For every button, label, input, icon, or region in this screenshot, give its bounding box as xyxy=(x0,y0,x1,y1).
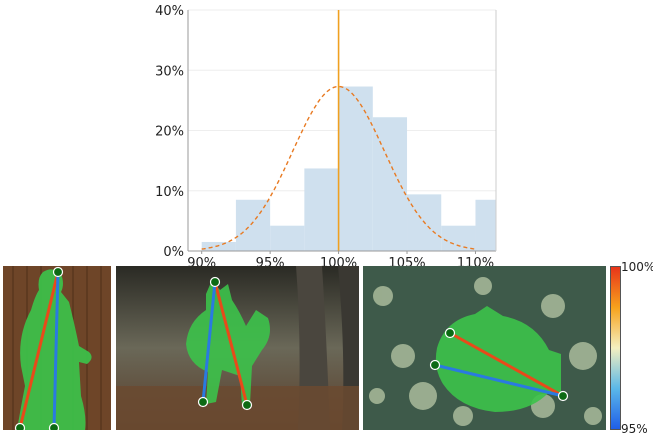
keypoint xyxy=(429,359,441,371)
segmentation-mask xyxy=(17,269,92,430)
histogram-bar xyxy=(441,225,476,251)
histogram-bar xyxy=(270,225,305,251)
y-tick-label: 0% xyxy=(163,245,184,260)
photo-cat xyxy=(116,266,359,430)
segmentation-mask xyxy=(186,280,270,406)
x-tick-label: 90% xyxy=(187,256,216,268)
histogram-bar xyxy=(235,199,271,251)
histogram-bar xyxy=(304,168,339,251)
photo-person xyxy=(3,266,111,430)
x-tick-label: 110% xyxy=(457,256,494,268)
x-tick-label: 105% xyxy=(388,256,425,268)
histogram-bar xyxy=(338,86,373,251)
histogram-bar xyxy=(372,117,408,252)
keypoint-edge-blue xyxy=(434,363,564,398)
colorbar-min-label: 95% xyxy=(621,422,648,436)
photo-fish xyxy=(363,266,606,430)
colorbar: 100% 95% xyxy=(608,260,653,436)
y-tick-label: 10% xyxy=(155,185,184,200)
keypoint xyxy=(557,390,569,402)
histogram-bar xyxy=(475,199,496,251)
x-tick-label: 100% xyxy=(320,256,357,268)
histogram-bar xyxy=(201,241,236,251)
y-tick-label: 30% xyxy=(155,64,184,79)
keypoint xyxy=(241,399,253,411)
keypoint xyxy=(209,276,221,288)
colorbar-gradient xyxy=(610,266,621,430)
keypoint xyxy=(444,327,456,339)
keypoint xyxy=(197,396,209,408)
x-tick-labels: 90% 95% 100% 105% 110% xyxy=(187,251,494,268)
keypoint-edge-red xyxy=(213,281,249,406)
normal-fit-curve xyxy=(201,85,476,250)
histogram-bars xyxy=(201,86,496,252)
colorbar-max-label: 100% xyxy=(621,260,653,274)
y-tick-label: 20% xyxy=(155,125,184,140)
y-tick-labels: 0% 10% 20% 30% 40% xyxy=(155,4,184,260)
keypoint xyxy=(52,266,64,278)
keypoint xyxy=(48,422,60,430)
keypoint-edge-blue xyxy=(201,281,217,403)
keypoint-edge-blue xyxy=(52,271,60,429)
histogram-chart: 0% 10% 20% 30% 40% 90% 95% 100% 105% 110% xyxy=(155,4,497,268)
keypoint xyxy=(14,422,26,430)
x-tick-label: 95% xyxy=(256,256,285,268)
keypoint-edge-red xyxy=(18,271,60,429)
keypoint-edge-red xyxy=(449,331,564,398)
y-tick-label: 40% xyxy=(155,4,184,19)
